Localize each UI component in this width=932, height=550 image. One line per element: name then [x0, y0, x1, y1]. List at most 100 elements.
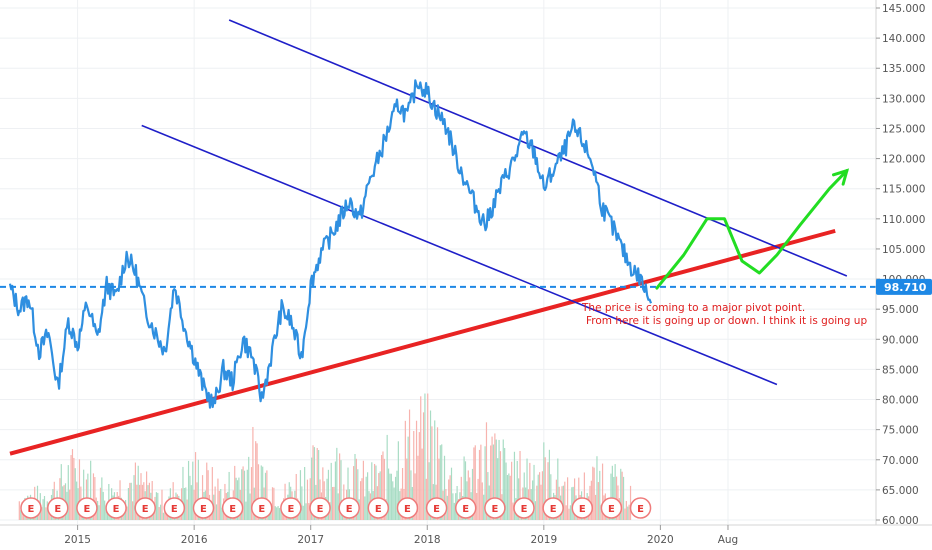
earnings-badge-label: E: [550, 504, 557, 515]
earnings-badge-circle: [396, 497, 419, 519]
earnings-marker[interactable]: E: [454, 497, 477, 519]
annotation-line-2: From here it is going up or down. I thin…: [586, 315, 867, 327]
earnings-badge-label: E: [229, 504, 236, 515]
earnings-badge-label: E: [521, 504, 528, 515]
earnings-badge-circle: [338, 497, 360, 519]
trendline-channel-lower[interactable]: [141, 124, 778, 386]
earnings-marker[interactable]: E: [20, 497, 42, 519]
earnings-badge-circle: [251, 497, 273, 519]
earnings-marker[interactable]: E: [163, 497, 186, 519]
trendlines: [9, 19, 848, 456]
y-tick-label: 105.000: [882, 244, 925, 256]
earnings-marker[interactable]: E: [134, 497, 156, 519]
price-line[interactable]: [8, 79, 653, 409]
earnings-badge-label: E: [28, 504, 35, 515]
projection-path: [655, 169, 849, 290]
earnings-badge-circle: [600, 497, 623, 519]
earnings-marker[interactable]: E: [76, 497, 98, 519]
earnings-badge-circle: [76, 497, 98, 519]
y-tick-label: 65.000: [882, 485, 919, 497]
current-price-badge: 98.710: [876, 278, 932, 295]
y-tick-label: 140.000: [882, 33, 925, 45]
earnings-badge-label: E: [113, 504, 120, 515]
y-tick-label: 115.000: [882, 184, 925, 196]
earnings-badge-label: E: [491, 504, 498, 515]
earnings-badge-label: E: [200, 504, 207, 515]
earnings-badge-label: E: [142, 504, 149, 515]
earnings-marker[interactable]: E: [338, 497, 360, 519]
projection-arrowhead: [831, 168, 850, 186]
y-tick-label: 145.000: [882, 3, 925, 15]
y-tick-label: 70.000: [882, 455, 919, 467]
x-axis[interactable]: 2015 2016 2017 2018 2019 2020 Aug: [64, 525, 738, 546]
annotation-line-1: The price is coming to a major pivot poi…: [581, 302, 805, 314]
earnings-marker[interactable]: E: [192, 497, 215, 519]
current-price-label: 98.710: [884, 281, 927, 294]
x-tick-label: 2020: [647, 534, 674, 546]
earnings-marker[interactable]: E: [542, 497, 564, 519]
earnings-badge-circle: [542, 497, 564, 519]
y-axis[interactable]: 145.000 140.000 135.000 130.000 125.000 120.0…: [876, 3, 925, 527]
earnings-marker[interactable]: E: [513, 497, 535, 519]
y-tick-label: 90.000: [882, 334, 919, 346]
earnings-badge-circle: [425, 497, 448, 519]
trendline-support[interactable]: [9, 228, 836, 456]
earnings-badge-circle: [367, 497, 390, 519]
y-tick-label: 75.000: [882, 425, 919, 437]
earnings-badge-circle: [513, 497, 535, 519]
earnings-marker[interactable]: E: [425, 497, 448, 519]
earnings-marker[interactable]: E: [396, 497, 419, 519]
earnings-marker[interactable]: E: [105, 497, 127, 519]
earnings-badge-circle: [105, 497, 127, 519]
earnings-badge-label: E: [462, 504, 469, 515]
earnings-badge-label: E: [317, 504, 324, 515]
earnings-badge-circle: [192, 497, 215, 519]
earnings-badge-circle: [280, 497, 302, 519]
trendline-channel-upper[interactable]: [228, 19, 848, 277]
y-tick-label: 130.000: [882, 93, 925, 105]
earnings-badge-label: E: [637, 504, 644, 515]
earnings-badge-label: E: [404, 504, 411, 515]
earnings-badge-label: E: [287, 504, 294, 515]
earnings-marker[interactable]: E: [221, 497, 244, 519]
y-tick-label: 135.000: [882, 63, 925, 75]
earnings-marker[interactable]: E: [629, 497, 652, 519]
earnings-badge-circle: [309, 497, 331, 519]
x-tick-label: 2015: [64, 534, 91, 546]
earnings-marker[interactable]: E: [47, 497, 69, 519]
earnings-badge-label: E: [54, 504, 61, 515]
y-tick-label: 85.000: [882, 364, 919, 376]
y-tick-label: 95.000: [882, 304, 919, 316]
earnings-badge-label: E: [258, 504, 265, 515]
earnings-badge-circle: [454, 497, 477, 519]
earnings-badge-label: E: [608, 504, 615, 515]
y-tick-label: 60.000: [882, 515, 919, 527]
earnings-badge-circle: [484, 497, 506, 519]
annotation: The price is coming to a major pivot poi…: [581, 302, 867, 327]
earnings-badge-circle: [134, 497, 156, 519]
earnings-badge-label: E: [171, 504, 178, 515]
earnings-marker[interactable]: E: [280, 497, 302, 519]
earnings-marker[interactable]: E: [600, 497, 623, 519]
y-tick-label: 120.000: [882, 154, 925, 166]
y-tick-label: 125.000: [882, 123, 925, 135]
projection-arrow: [655, 168, 850, 290]
y-tick-label: 80.000: [882, 395, 919, 407]
earnings-marker[interactable]: E: [251, 497, 273, 519]
earnings-badge-circle: [20, 497, 42, 519]
x-tick-label: 2016: [181, 534, 208, 546]
earnings-badge-label: E: [346, 504, 353, 515]
earnings-marker[interactable]: E: [367, 497, 390, 519]
earnings-marker[interactable]: E: [484, 497, 506, 519]
earnings-badge-circle: [47, 497, 69, 519]
earnings-marker[interactable]: E: [309, 497, 331, 519]
x-tick-label: 2017: [297, 534, 324, 546]
x-tick-label: 2019: [530, 534, 557, 546]
x-tick-label: Aug: [718, 534, 739, 546]
earnings-badge-circle: [629, 497, 652, 519]
earnings-badge-label: E: [84, 504, 91, 515]
earnings-marker[interactable]: E: [571, 497, 594, 519]
